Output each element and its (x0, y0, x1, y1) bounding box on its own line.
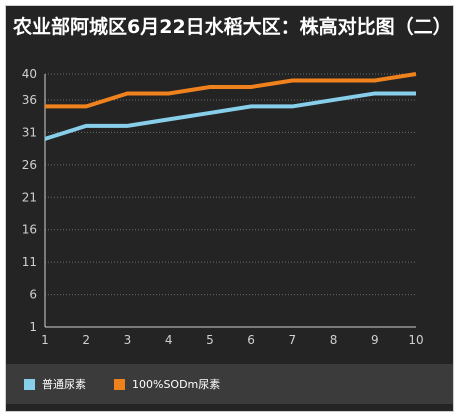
legend-swatch-series-0 (24, 378, 35, 390)
x-tick-label-0: 1 (41, 333, 49, 347)
y-tick-label-1: 6 (29, 288, 37, 302)
legend-label-series-0: 普通尿素 (42, 378, 86, 391)
x-tick-label-4: 5 (206, 333, 214, 347)
x-tick-label-7: 8 (330, 333, 338, 347)
legend-swatch-series-1 (114, 378, 125, 390)
x-tick-label-9: 10 (408, 333, 423, 347)
x-tick-label-8: 9 (371, 333, 379, 347)
y-tick-label-6: 31 (22, 125, 37, 139)
legend-label-series-1: 100%SODm尿素 (132, 378, 221, 391)
grid-lines (45, 73, 416, 296)
y-tick-label-5: 26 (22, 158, 37, 172)
y-tick-label-3: 16 (22, 223, 37, 237)
y-tick-label-8: 40 (22, 67, 37, 81)
y-tick-label-7: 36 (22, 93, 37, 107)
x-tick-label-3: 4 (165, 333, 173, 347)
series-line-0 (44, 91, 416, 141)
series-line-1 (45, 72, 417, 109)
x-tick-label-6: 7 (289, 333, 297, 347)
series-lines (44, 72, 417, 141)
chart-title: 农业部阿城区6月22日水稻大区：株高对比图（二） (13, 16, 452, 38)
x-tick-label-5: 6 (247, 333, 255, 347)
x-tick-label-2: 3 (124, 333, 132, 347)
y-tick-label-0: 1 (29, 320, 37, 334)
y-tick-label-4: 21 (22, 190, 37, 204)
legend-item-series-1: 100%SODm尿素 (114, 376, 220, 392)
legend-item-series-0: 普通尿素 (24, 376, 86, 392)
x-tick-label-1: 2 (82, 333, 90, 347)
legend: 普通尿素 100%SODm尿素 (6, 364, 453, 404)
axes (44, 74, 416, 328)
chart-frame (5, 5, 454, 412)
y-tick-label-2: 11 (22, 255, 37, 269)
